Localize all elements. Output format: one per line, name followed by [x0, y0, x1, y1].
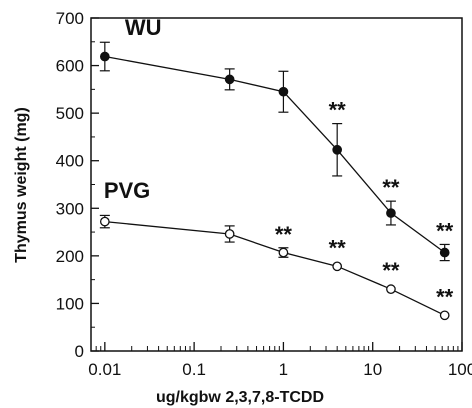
- y-tick-label: 700: [56, 9, 84, 28]
- significance-label: **: [436, 284, 454, 309]
- significance-label: **: [275, 222, 293, 247]
- x-tick-label: 1: [279, 360, 288, 379]
- data-point: [386, 208, 396, 218]
- data-point: [332, 261, 343, 272]
- series-line-pvg: [104, 220, 445, 316]
- significance-label: **: [329, 98, 347, 123]
- significance-label: **: [382, 258, 400, 283]
- y-axis-title: Thymus weight (mg): [13, 107, 30, 263]
- series-label-pvg: PVG: [104, 178, 150, 203]
- data-point: [224, 229, 235, 239]
- series-line-wu: [104, 55, 446, 254]
- x-tick-label: 0.01: [88, 360, 121, 379]
- series-label-wu: WU: [125, 15, 162, 40]
- data-point: [386, 284, 396, 295]
- x-axis-title: ug/kgbw 2,3,7,8-TCDD: [156, 389, 324, 406]
- significance-label: **: [329, 235, 347, 260]
- data-point: [224, 74, 235, 85]
- data-point: [439, 247, 450, 258]
- y-tick-label: 0: [75, 342, 84, 361]
- data-point: [99, 51, 110, 62]
- data-point: [278, 86, 289, 97]
- x-tick-label: 100: [448, 360, 472, 379]
- data-point: [99, 216, 110, 227]
- y-tick-label: 300: [56, 199, 84, 218]
- data-point: [278, 247, 289, 258]
- y-tick-label: 200: [56, 247, 84, 266]
- series-pvg: [99, 214, 450, 321]
- y-tick-label: 100: [56, 294, 84, 313]
- significance-label: **: [436, 218, 454, 243]
- y-tick-label: 600: [56, 57, 84, 76]
- x-tick-label: 0.1: [182, 360, 206, 379]
- data-point: [332, 144, 343, 155]
- x-tick-label: 10: [363, 360, 382, 379]
- y-tick-label: 400: [56, 152, 84, 171]
- y-tick-label: 500: [56, 104, 84, 123]
- data-point: [439, 310, 450, 321]
- significance-label: **: [382, 175, 400, 200]
- series-wu: [99, 41, 450, 262]
